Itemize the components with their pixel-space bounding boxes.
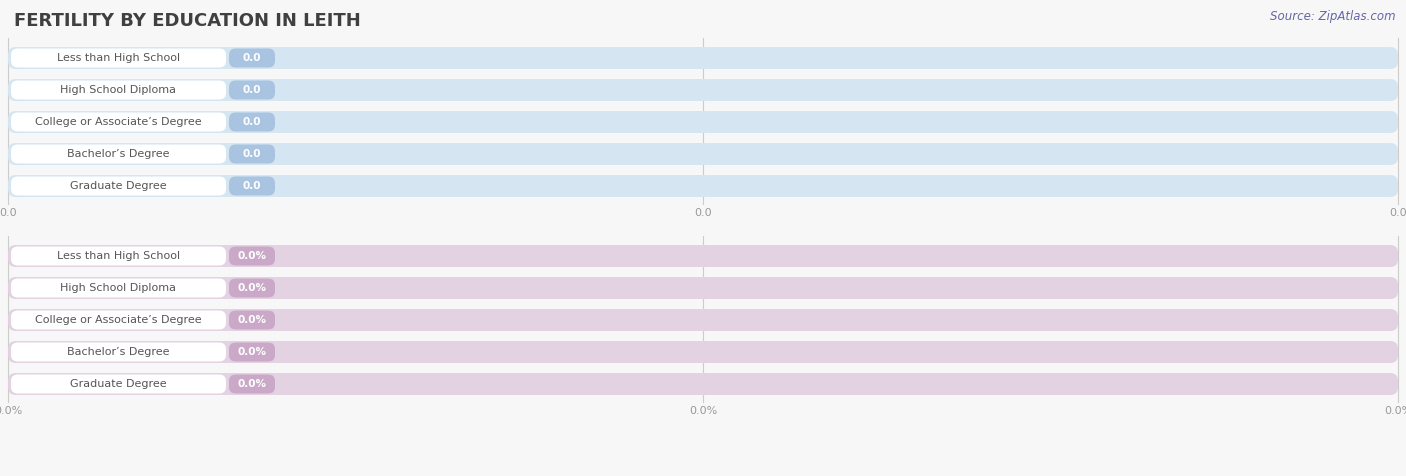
FancyBboxPatch shape <box>8 341 1398 363</box>
Text: 0.0%: 0.0% <box>238 283 267 293</box>
FancyBboxPatch shape <box>11 278 226 298</box>
FancyBboxPatch shape <box>229 177 276 196</box>
FancyBboxPatch shape <box>229 278 276 298</box>
Text: 0.0%: 0.0% <box>1384 406 1406 416</box>
Text: 0.0%: 0.0% <box>238 251 267 261</box>
Text: Graduate Degree: Graduate Degree <box>70 181 167 191</box>
FancyBboxPatch shape <box>11 247 226 266</box>
Text: 0.0: 0.0 <box>695 208 711 218</box>
Text: High School Diploma: High School Diploma <box>60 283 177 293</box>
Text: College or Associate’s Degree: College or Associate’s Degree <box>35 117 202 127</box>
FancyBboxPatch shape <box>11 49 226 68</box>
Text: 0.0: 0.0 <box>1389 208 1406 218</box>
Text: Bachelor’s Degree: Bachelor’s Degree <box>67 149 170 159</box>
Text: 0.0: 0.0 <box>243 85 262 95</box>
FancyBboxPatch shape <box>11 310 226 329</box>
Text: College or Associate’s Degree: College or Associate’s Degree <box>35 315 202 325</box>
Text: Less than High School: Less than High School <box>56 251 180 261</box>
Text: 0.0%: 0.0% <box>0 406 22 416</box>
FancyBboxPatch shape <box>11 112 226 131</box>
FancyBboxPatch shape <box>229 112 276 131</box>
FancyBboxPatch shape <box>229 145 276 163</box>
Text: 0.0: 0.0 <box>243 117 262 127</box>
Text: Bachelor’s Degree: Bachelor’s Degree <box>67 347 170 357</box>
FancyBboxPatch shape <box>229 247 276 266</box>
FancyBboxPatch shape <box>8 111 1398 133</box>
Text: 0.0%: 0.0% <box>689 406 717 416</box>
FancyBboxPatch shape <box>8 143 1398 165</box>
FancyBboxPatch shape <box>8 245 1398 267</box>
FancyBboxPatch shape <box>8 79 1398 101</box>
Text: 0.0%: 0.0% <box>238 315 267 325</box>
FancyBboxPatch shape <box>11 80 226 99</box>
Text: High School Diploma: High School Diploma <box>60 85 177 95</box>
FancyBboxPatch shape <box>8 47 1398 69</box>
FancyBboxPatch shape <box>8 373 1398 395</box>
Text: Graduate Degree: Graduate Degree <box>70 379 167 389</box>
Text: FERTILITY BY EDUCATION IN LEITH: FERTILITY BY EDUCATION IN LEITH <box>14 12 361 30</box>
Text: Less than High School: Less than High School <box>56 53 180 63</box>
Text: Source: ZipAtlas.com: Source: ZipAtlas.com <box>1271 10 1396 23</box>
FancyBboxPatch shape <box>11 177 226 196</box>
FancyBboxPatch shape <box>229 80 276 99</box>
FancyBboxPatch shape <box>229 375 276 394</box>
FancyBboxPatch shape <box>229 49 276 68</box>
FancyBboxPatch shape <box>8 277 1398 299</box>
Text: 0.0: 0.0 <box>243 149 262 159</box>
Text: 0.0: 0.0 <box>0 208 17 218</box>
FancyBboxPatch shape <box>8 175 1398 197</box>
Text: 0.0%: 0.0% <box>238 379 267 389</box>
Text: 0.0: 0.0 <box>243 53 262 63</box>
FancyBboxPatch shape <box>229 343 276 361</box>
FancyBboxPatch shape <box>229 310 276 329</box>
Text: 0.0%: 0.0% <box>238 347 267 357</box>
FancyBboxPatch shape <box>11 145 226 163</box>
Text: 0.0: 0.0 <box>243 181 262 191</box>
FancyBboxPatch shape <box>11 343 226 361</box>
FancyBboxPatch shape <box>8 309 1398 331</box>
FancyBboxPatch shape <box>11 375 226 394</box>
